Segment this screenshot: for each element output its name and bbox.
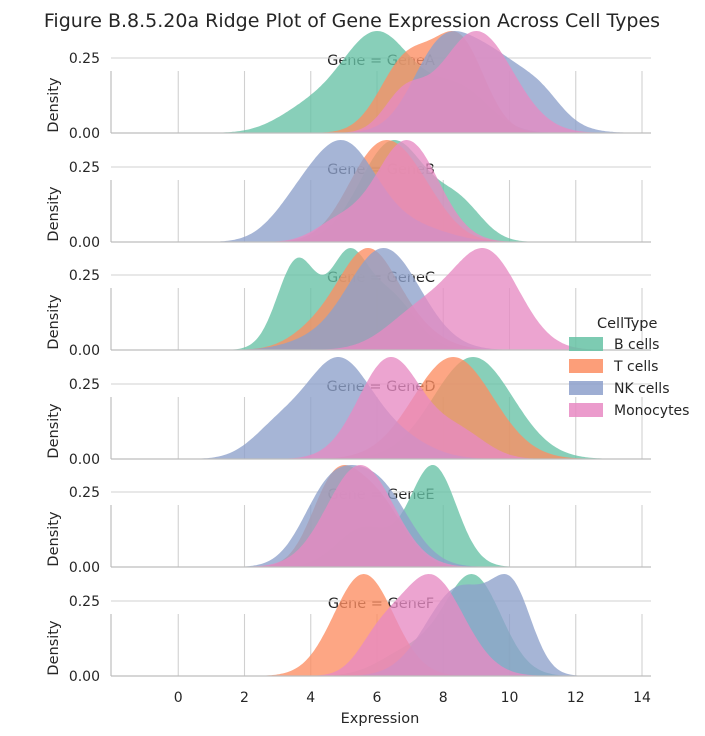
y-axis-label: Density xyxy=(46,403,62,459)
legend-swatch xyxy=(569,403,603,417)
density-area xyxy=(112,357,642,459)
legend-swatch xyxy=(569,337,603,351)
legend-label: B cells xyxy=(614,337,659,353)
y-axis-label: Density xyxy=(46,294,62,350)
legend-label: Monocytes xyxy=(614,403,689,419)
legend-item: B cells xyxy=(569,337,659,353)
y-tick-label: 0.00 xyxy=(69,560,100,576)
x-tick-label: 8 xyxy=(439,690,448,706)
density-area xyxy=(112,574,642,676)
density-area xyxy=(112,248,642,350)
y-tick-label: 0.25 xyxy=(69,485,100,501)
legend-label: T cells xyxy=(613,359,658,375)
y-tick-label: 0.00 xyxy=(69,126,100,142)
y-tick-label: 0.25 xyxy=(69,51,100,67)
y-axis-label: Density xyxy=(46,77,62,133)
density-area xyxy=(112,31,642,133)
x-tick-label: 0 xyxy=(174,690,183,706)
x-tick-label: 14 xyxy=(633,690,651,706)
density-area xyxy=(112,465,642,567)
legend-item: T cells xyxy=(569,359,658,375)
x-tick-label: 2 xyxy=(240,690,249,706)
density-area xyxy=(112,31,642,133)
legend-items: B cells T cells NK cells Monocytes xyxy=(569,337,689,419)
y-tick-label: 0.25 xyxy=(69,377,100,393)
x-axis-label: Expression xyxy=(341,711,420,727)
y-tick-label: 0.00 xyxy=(69,452,100,468)
panels: Gene = GeneA0.000.25DensityGene = GeneB0… xyxy=(46,31,651,706)
legend-swatch xyxy=(569,381,603,395)
y-tick-label: 0.00 xyxy=(69,343,100,359)
chart-title: Figure B.8.5.20a Ridge Plot of Gene Expr… xyxy=(44,10,660,32)
density-area xyxy=(112,140,642,242)
y-tick-label: 0.25 xyxy=(69,268,100,284)
x-tick-label: 10 xyxy=(501,690,519,706)
x-tick-label: 12 xyxy=(567,690,585,706)
legend-item: NK cells xyxy=(569,381,670,397)
y-axis-label: Density xyxy=(46,186,62,242)
legend-title: CellType xyxy=(597,316,657,332)
density-area xyxy=(112,248,642,350)
y-tick-label: 0.25 xyxy=(69,160,100,176)
x-tick-label: 4 xyxy=(306,690,315,706)
density-area xyxy=(112,357,642,459)
legend-item: Monocytes xyxy=(569,403,689,419)
legend-swatch xyxy=(569,359,603,373)
density-area xyxy=(112,31,642,133)
y-tick-label: 0.00 xyxy=(69,235,100,251)
y-axis-label: Density xyxy=(46,511,62,567)
x-tick-label: 6 xyxy=(373,690,382,706)
y-tick-label: 0.25 xyxy=(69,594,100,610)
y-axis-label: Density xyxy=(46,620,62,676)
density-area xyxy=(112,574,642,676)
legend: CellType B cells T cells NK cells Monocytes xyxy=(569,316,689,419)
legend-label: NK cells xyxy=(614,381,670,397)
y-tick-label: 0.00 xyxy=(69,669,100,685)
